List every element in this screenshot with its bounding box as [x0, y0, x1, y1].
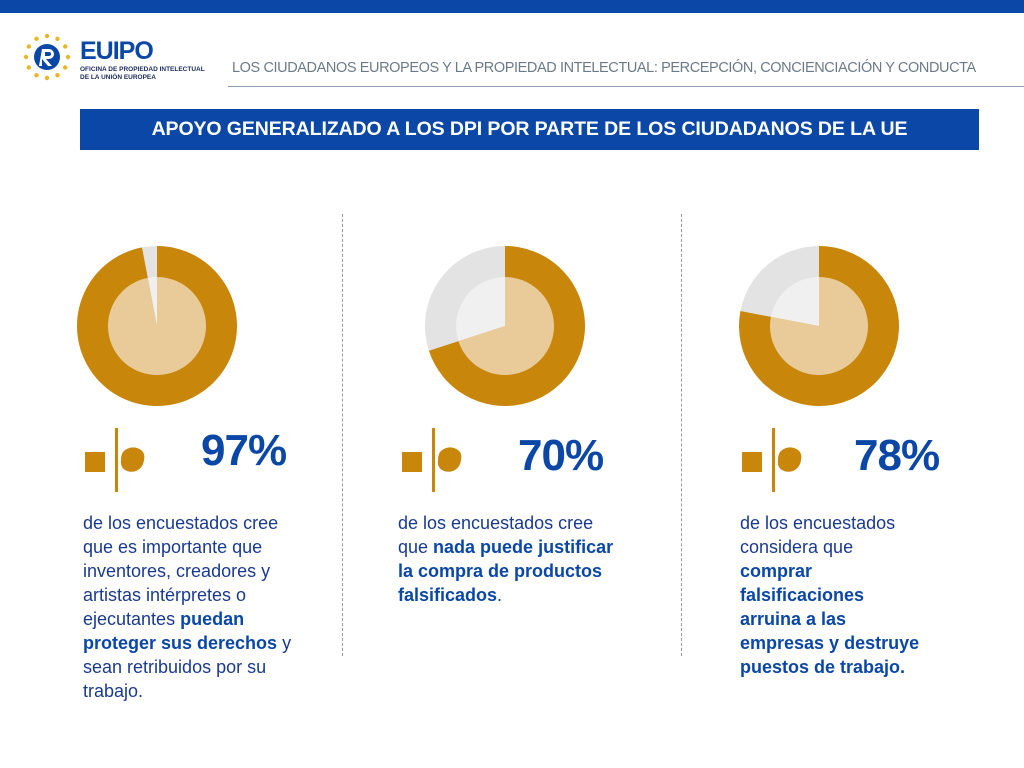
pie-inner-remainder	[770, 277, 819, 326]
stat-description-highlight: nada puede justificar la compra de produ…	[398, 537, 614, 605]
donut-chart-3	[739, 246, 899, 406]
donut-chart-1	[77, 246, 238, 406]
stat-description-1: de los encuestados cree que es important…	[83, 511, 307, 703]
stat-description-text: de los encuestados considera que	[740, 513, 896, 557]
stat-description-text: .	[497, 585, 503, 605]
header-rule	[228, 86, 1024, 87]
stat-description-text: y sean retribuidos por su trabajo.	[83, 633, 292, 701]
pie-inner-main	[458, 277, 554, 375]
column-divider	[342, 214, 343, 656]
pie-inner-main	[107, 277, 206, 375]
section-banner: APOYO GENERALIZADO A LOS DPI POR PARTE D…	[80, 109, 979, 150]
stat-description-text: de los encuestados cree que	[398, 513, 594, 557]
stat-percent-1: 97%	[201, 426, 287, 475]
logo-eu: EU	[80, 37, 114, 65]
euipo-emblem-icon	[23, 33, 71, 81]
agree-disagree-pictogram-icon	[85, 428, 145, 492]
agree-disagree-pictogram-icon	[742, 428, 802, 492]
pie-inner-remainder	[147, 277, 157, 326]
pie-inner-remainder	[456, 277, 505, 342]
logo-subtitle-line2: DE LA UNIÓN EUROPEA	[80, 73, 156, 81]
stat-description-highlight: puedan proteger sus derechos	[83, 609, 278, 653]
donut-chart-2	[425, 246, 585, 406]
stat-description-2: de los encuestados cree que nada puede j…	[398, 511, 620, 607]
stat-description-3: de los encuestados considera que comprar…	[740, 511, 920, 679]
top-color-bar	[0, 0, 1024, 13]
logo-ipo: IPO	[112, 37, 154, 65]
stat-description-text: de los encuestados cree que es important…	[83, 513, 279, 629]
header-title: LOS CIUDADANOS EUROPEOS Y LA PROPIEDAD I…	[232, 60, 976, 76]
agree-disagree-pictogram-icon	[402, 428, 462, 492]
euipo-logo: EUIPO OFICINA DE PROPIEDAD INTELECTUAL D…	[22, 32, 222, 86]
stat-percent-3: 78%	[854, 431, 940, 480]
stat-percent-2: 70%	[518, 431, 604, 480]
column-divider	[681, 214, 682, 656]
pie-inner-main	[770, 277, 868, 375]
logo-subtitle: OFICINA DE PROPIEDAD INTELECTUAL DE LA U…	[80, 66, 230, 81]
logo-wordmark: EUIPO	[80, 37, 154, 65]
logo-subtitle-line1: OFICINA DE PROPIEDAD INTELECTUAL	[80, 66, 205, 73]
stat-description-highlight: comprar falsificaciones arruina a las em…	[740, 561, 920, 677]
